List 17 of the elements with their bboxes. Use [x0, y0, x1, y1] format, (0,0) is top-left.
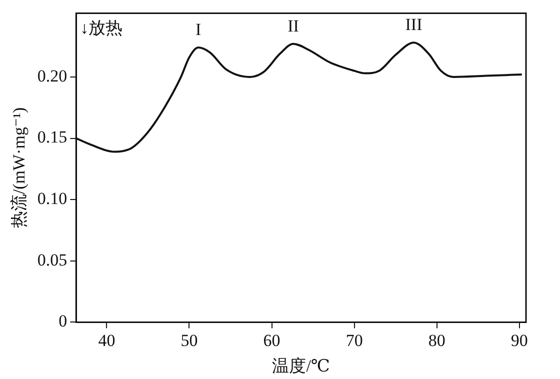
- y-tick-label: 0.15: [37, 128, 68, 147]
- annotation: ↓放热: [80, 18, 123, 38]
- x-tick-label: 60: [263, 330, 280, 350]
- y-tick-label: 0.20: [37, 66, 68, 86]
- x-tick-label: 40: [98, 330, 116, 350]
- x-tick-label: 70: [346, 330, 363, 350]
- y-axis-title: 热流/(mW·mg⁻¹): [10, 107, 29, 228]
- annotation: III: [405, 15, 423, 34]
- annotation: I: [195, 20, 202, 39]
- x-tick-label: 80: [428, 330, 446, 350]
- y-tick-label: 0.05: [37, 250, 68, 270]
- y-tick-label: 0: [58, 312, 68, 331]
- y-tick-label: 0.10: [37, 189, 68, 208]
- x-axis-title: 温度/℃: [272, 356, 330, 376]
- annotation: II: [288, 16, 300, 36]
- x-tick-label: 90: [510, 330, 528, 350]
- x-tick-label: 50: [180, 330, 198, 350]
